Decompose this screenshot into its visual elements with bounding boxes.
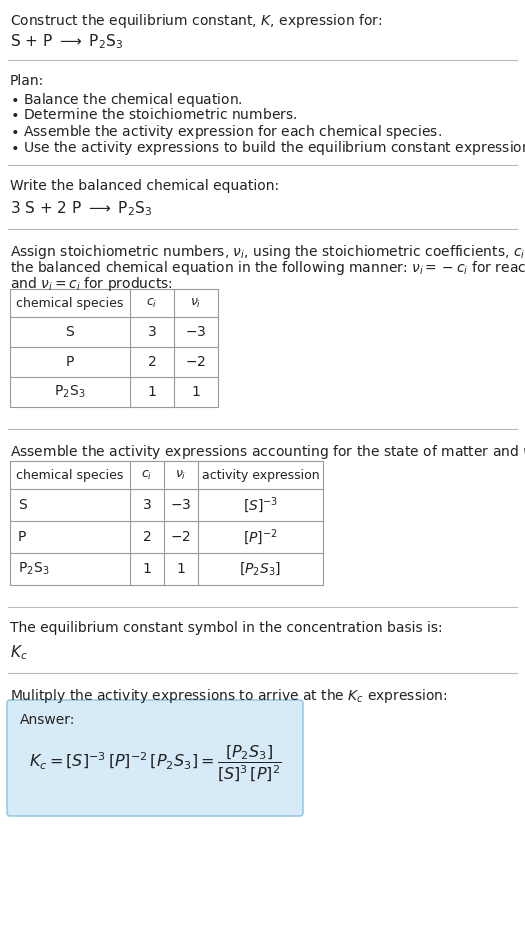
Text: 2: 2 bbox=[143, 530, 151, 544]
Text: the balanced chemical equation in the following manner: $\nu_i = -c_i$ for react: the balanced chemical equation in the fo… bbox=[10, 259, 525, 277]
Text: S: S bbox=[18, 498, 27, 512]
Text: $-3$: $-3$ bbox=[170, 498, 192, 512]
Text: Write the balanced chemical equation:: Write the balanced chemical equation: bbox=[10, 179, 279, 193]
Text: Construct the equilibrium constant, $K$, expression for:: Construct the equilibrium constant, $K$,… bbox=[10, 12, 383, 30]
Text: 3: 3 bbox=[148, 325, 156, 339]
Text: $-3$: $-3$ bbox=[185, 325, 207, 339]
Text: P$_2$S$_3$: P$_2$S$_3$ bbox=[54, 384, 86, 400]
Text: and $\nu_i = c_i$ for products:: and $\nu_i = c_i$ for products: bbox=[10, 275, 173, 293]
Bar bbox=[10, 461, 323, 585]
Text: $c_i$: $c_i$ bbox=[141, 469, 153, 482]
Text: 3: 3 bbox=[143, 498, 151, 512]
Text: $[P]^{-2}$: $[P]^{-2}$ bbox=[243, 528, 278, 547]
Text: Assign stoichiometric numbers, $\nu_i$, using the stoichiometric coefficients, $: Assign stoichiometric numbers, $\nu_i$, … bbox=[10, 243, 525, 261]
Text: Assemble the activity expressions accounting for the state of matter and $\nu_i$: Assemble the activity expressions accoun… bbox=[10, 443, 525, 461]
Text: P$_2$S$_3$: P$_2$S$_3$ bbox=[18, 561, 49, 577]
Text: chemical species: chemical species bbox=[16, 469, 124, 482]
Text: $\nu_i$: $\nu_i$ bbox=[175, 469, 187, 482]
Text: $-2$: $-2$ bbox=[171, 530, 192, 544]
Bar bbox=[10, 289, 218, 407]
Text: $K_c = [S]^{-3}\,[P]^{-2}\,[P_2S_3] = \dfrac{[P_2S_3]}{[S]^3\,[P]^2}$: $K_c = [S]^{-3}\,[P]^{-2}\,[P_2S_3] = \d… bbox=[28, 744, 281, 784]
Text: S: S bbox=[66, 325, 75, 339]
Text: $\bullet$ Assemble the activity expression for each chemical species.: $\bullet$ Assemble the activity expressi… bbox=[10, 123, 442, 141]
Text: 1: 1 bbox=[143, 562, 151, 576]
Text: Mulitply the activity expressions to arrive at the $K_c$ expression:: Mulitply the activity expressions to arr… bbox=[10, 687, 447, 705]
FancyBboxPatch shape bbox=[7, 700, 303, 816]
Text: chemical species: chemical species bbox=[16, 296, 124, 309]
Text: $c_i$: $c_i$ bbox=[146, 296, 158, 309]
Text: $-2$: $-2$ bbox=[185, 355, 206, 369]
Text: P: P bbox=[66, 355, 74, 369]
Text: $[S]^{-3}$: $[S]^{-3}$ bbox=[243, 495, 278, 515]
Text: $\bullet$ Determine the stoichiometric numbers.: $\bullet$ Determine the stoichiometric n… bbox=[10, 107, 298, 122]
Text: 1: 1 bbox=[192, 385, 201, 399]
Text: P: P bbox=[18, 530, 26, 544]
Text: Answer:: Answer: bbox=[20, 713, 76, 727]
Text: S + P $\longrightarrow$ P$_2$S$_3$: S + P $\longrightarrow$ P$_2$S$_3$ bbox=[10, 32, 123, 50]
Text: activity expression: activity expression bbox=[202, 469, 319, 482]
Text: Plan:: Plan: bbox=[10, 74, 44, 88]
Text: The equilibrium constant symbol in the concentration basis is:: The equilibrium constant symbol in the c… bbox=[10, 621, 443, 635]
Text: $\bullet$ Use the activity expressions to build the equilibrium constant express: $\bullet$ Use the activity expressions t… bbox=[10, 139, 525, 157]
Text: $K_c$: $K_c$ bbox=[10, 643, 28, 662]
Text: $\bullet$ Balance the chemical equation.: $\bullet$ Balance the chemical equation. bbox=[10, 91, 243, 109]
Text: 1: 1 bbox=[176, 562, 185, 576]
Text: 1: 1 bbox=[148, 385, 156, 399]
Text: 3 S + 2 P $\longrightarrow$ P$_2$S$_3$: 3 S + 2 P $\longrightarrow$ P$_2$S$_3$ bbox=[10, 199, 152, 218]
Text: 2: 2 bbox=[148, 355, 156, 369]
Text: $[P_2S_3]$: $[P_2S_3]$ bbox=[239, 561, 281, 578]
Text: $\nu_i$: $\nu_i$ bbox=[191, 296, 202, 309]
